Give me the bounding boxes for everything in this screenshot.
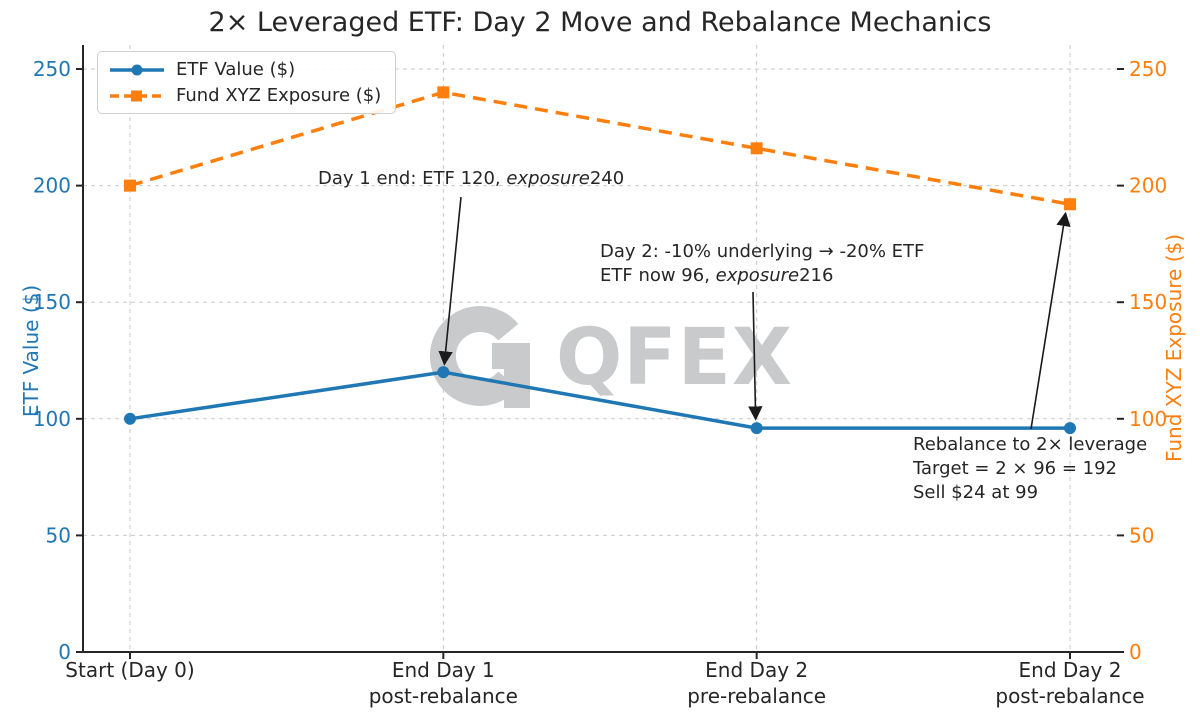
annotation-arrow-day1 — [438, 196, 462, 366]
legend-item-fund-exposure: Fund XYZ Exposure ($) — [108, 85, 381, 106]
data-point — [750, 422, 763, 435]
legend-label-fund-exposure: Fund XYZ Exposure ($) — [176, 85, 382, 106]
watermark-logo: QFEX — [430, 306, 793, 408]
right-tick-label: 100 — [1129, 407, 1167, 431]
right-tick-label: 200 — [1129, 174, 1167, 198]
data-point — [437, 366, 450, 379]
annotation-rebalance-line3: Sell $24 at 99 — [913, 481, 1039, 503]
annotation-rebalance-line1: Rebalance to 2× leverage — [913, 434, 1148, 455]
legend: ETF Value ($) Fund XYZ Exposure ($) — [97, 51, 397, 114]
right-tick-label: 250 — [1129, 57, 1167, 81]
etf-line-swatch-icon — [110, 64, 164, 75]
data-point — [1064, 422, 1076, 435]
data-point — [124, 412, 136, 425]
annotation-day1-em: exposure — [506, 168, 590, 189]
annotation-arrow-day2 — [748, 291, 763, 421]
left-axis-title: ETF Value ($) — [19, 284, 43, 418]
watermark-text: QFEX — [556, 313, 793, 403]
annotation-day2: Day 2: -10% underlying → -20% ETF ETF no… — [600, 240, 924, 288]
annotation-day1: Day 1 end: ETF 120, exposure240 — [318, 167, 624, 191]
data-point — [750, 142, 763, 155]
annotation-day2-value: 216 — [799, 264, 834, 286]
annotation-rebalance-line2: Target = 2 × 96 = 192 — [913, 457, 1117, 479]
annotation-arrow-rebalance — [1030, 211, 1071, 430]
annotation-rebalance: Rebalance to 2× leverage Target = 2 × 96… — [913, 433, 1147, 504]
watermark-logo-tail — [504, 343, 530, 408]
annotation-day2-line1: Day 2: -10% underlying → -20% ETF — [600, 241, 925, 262]
left-tick-label: 250 — [33, 57, 71, 81]
right-tick-label: 150 — [1129, 290, 1167, 314]
right-tick-label: 0 — [1129, 640, 1142, 664]
x-tick-label: End Day 2 pre-rebalance — [687, 658, 827, 709]
legend-label-etf-value: ETF Value ($) — [176, 59, 296, 80]
left-tick-label: 200 — [33, 174, 71, 198]
annotation-day2-em: exposure — [715, 264, 800, 286]
left-tick-label: 50 — [46, 523, 71, 547]
data-point — [437, 86, 450, 99]
annotation-day1-text: Day 1 end: ETF 120, — [318, 168, 507, 189]
chart-title: 2× Leveraged ETF: Day 2 Move and Rebalan… — [208, 7, 992, 38]
right-tick-label: 50 — [1129, 523, 1154, 547]
data-point — [1064, 198, 1076, 211]
legend-item-etf-value: ETF Value ($) — [108, 59, 381, 80]
annotation-day2-line2: ETF now 96, exposure216 — [600, 264, 924, 288]
x-tick-label: Start (Day 0) — [65, 658, 195, 682]
series-line-0 — [129, 370, 1070, 430]
x-tick-label: End Day 2 post-rebalance — [995, 658, 1145, 709]
x-tick-label: End Day 1 post-rebalance — [368, 658, 518, 709]
left-tick-label: 100 — [33, 407, 71, 431]
left-tick-label: 0 — [58, 640, 71, 664]
annotation-day1-value: 240 — [589, 168, 625, 189]
left-tick-label: 150 — [33, 290, 71, 314]
right-axis-title: Fund XYZ Exposure ($) — [1162, 233, 1186, 463]
data-point — [124, 179, 136, 192]
exposure-line-swatch-icon — [110, 90, 164, 101]
annotation-day2-text: ETF now 96, — [600, 264, 716, 286]
series-line-1 — [129, 90, 1071, 206]
